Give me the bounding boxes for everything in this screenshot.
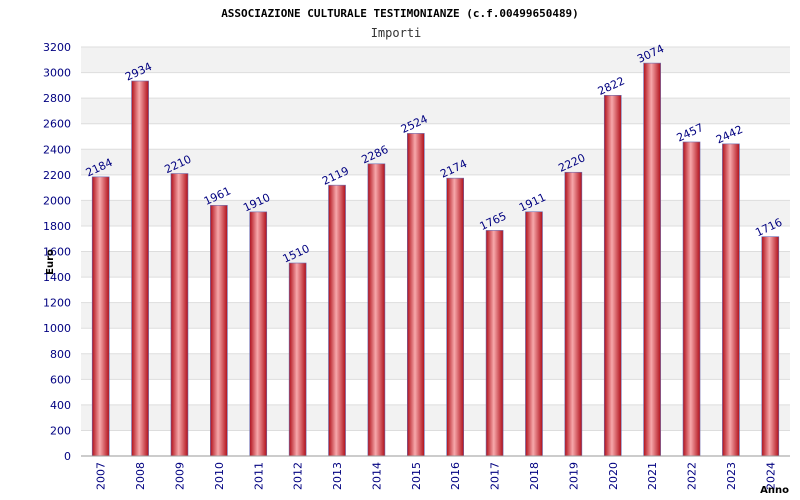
- bar: [446, 177, 464, 457]
- y-tick-label: 1800: [43, 220, 71, 233]
- y-tick-label: 1600: [43, 246, 71, 259]
- bar-value-label: 2822: [596, 74, 627, 98]
- bars: [91, 62, 780, 457]
- x-tick-label: 2011: [252, 462, 265, 490]
- bar: [249, 211, 268, 457]
- x-tick-label: 2019: [567, 462, 580, 490]
- background-band: [81, 200, 790, 226]
- y-tick-label: 2800: [43, 92, 71, 105]
- bar: [91, 176, 110, 457]
- chart-subtitle: Importi: [371, 26, 422, 40]
- x-tick-label: 2013: [331, 462, 344, 490]
- background-band: [81, 302, 790, 329]
- plot-background-bands: [81, 47, 790, 431]
- x-tick-label: 2008: [134, 462, 147, 490]
- y-axis-ticks: 0 200 400 600 800 1000 1200 1400 1600 1800 2000 220…: [43, 41, 71, 463]
- y-tick-label: 400: [50, 399, 71, 412]
- bar: [170, 173, 189, 457]
- y-axis-label: Euro: [45, 249, 56, 275]
- bar: [722, 143, 740, 457]
- x-tick-label: 2023: [725, 462, 738, 490]
- bar-value-label: 2457: [675, 121, 706, 145]
- bar: [210, 205, 228, 457]
- x-tick-label: 2020: [607, 462, 620, 490]
- bar: [407, 133, 425, 457]
- x-axis-label: Anno: [760, 485, 789, 496]
- chart-title: ASSOCIAZIONE CULTURALE TESTIMONIANZE (c.…: [221, 7, 579, 20]
- x-tick-label: 2017: [489, 462, 502, 490]
- y-tick-label: 2200: [43, 169, 71, 182]
- bar: [643, 62, 661, 457]
- bar: [603, 95, 622, 457]
- x-tick-label: 2021: [646, 462, 659, 490]
- background-band: [81, 404, 790, 431]
- background-band: [81, 98, 790, 124]
- x-tick-label: 2016: [449, 462, 462, 490]
- y-tick-label: 2000: [43, 194, 71, 207]
- y-tick-label: 2600: [43, 118, 71, 131]
- x-tick-label: 2014: [370, 462, 383, 490]
- y-tick-label: 800: [50, 348, 71, 361]
- bar: [288, 262, 307, 457]
- x-tick-label: 2024: [764, 462, 777, 490]
- y-tick-label: 0: [64, 450, 71, 463]
- x-tick-label: 2009: [173, 462, 186, 490]
- y-tick-label: 200: [50, 424, 71, 437]
- bar: [328, 184, 346, 457]
- bar: [485, 230, 504, 457]
- background-band: [81, 47, 790, 73]
- x-tick-label: 2010: [213, 462, 226, 490]
- y-tick-label: 3000: [43, 67, 71, 80]
- x-tick-label: 2015: [410, 462, 423, 490]
- bar: [564, 171, 583, 457]
- y-tick-label: 1000: [43, 322, 71, 335]
- x-axis-ticks: 2007 2008 2009 2010 2011 2012 2013 2014 2015 2016…: [95, 462, 778, 490]
- background-band: [81, 251, 790, 278]
- y-tick-label: 600: [50, 373, 71, 386]
- y-tick-label: 3200: [43, 41, 71, 54]
- bar: [525, 211, 543, 457]
- bar: [761, 236, 780, 457]
- x-tick-label: 2022: [686, 462, 699, 490]
- background-band: [81, 149, 790, 175]
- y-tick-label: 1400: [43, 271, 71, 284]
- bar: [367, 163, 386, 457]
- bar: [131, 80, 149, 457]
- x-tick-label: 2012: [292, 462, 305, 490]
- background-band: [81, 353, 790, 380]
- x-tick-label: 2007: [95, 462, 108, 490]
- bar: [682, 141, 701, 457]
- y-tick-label: 1200: [43, 297, 71, 310]
- x-tick-label: 2018: [528, 462, 541, 490]
- y-tick-label: 2400: [43, 143, 71, 156]
- bar-value-label: 2442: [714, 123, 745, 147]
